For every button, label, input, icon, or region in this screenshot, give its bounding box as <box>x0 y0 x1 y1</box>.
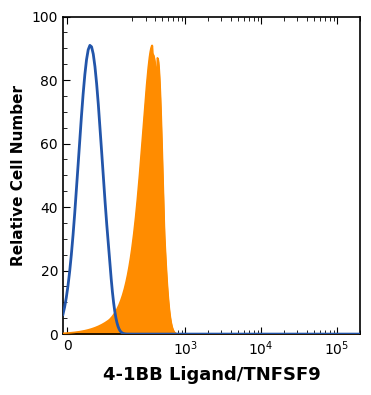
X-axis label: 4-1BB Ligand/TNFSF9: 4-1BB Ligand/TNFSF9 <box>102 366 320 384</box>
Y-axis label: Relative Cell Number: Relative Cell Number <box>11 85 26 266</box>
